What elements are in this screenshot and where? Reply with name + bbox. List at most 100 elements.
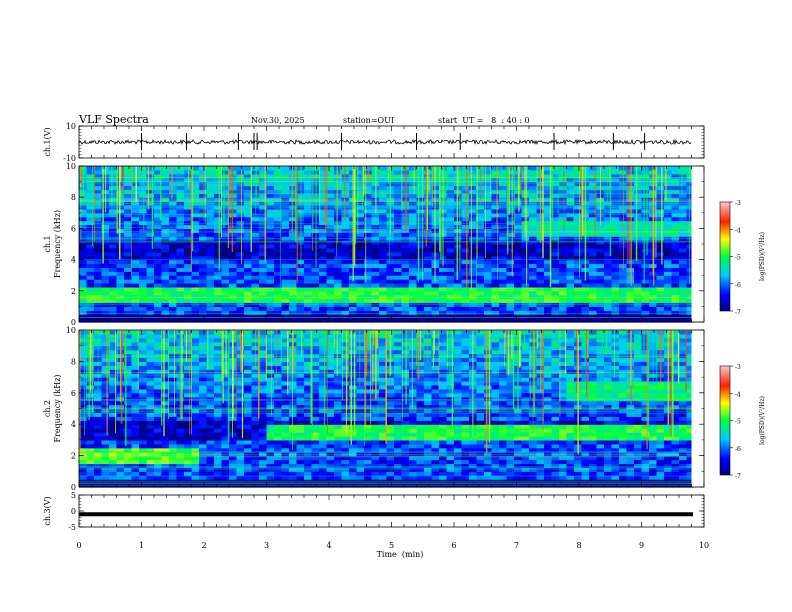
ch1-spec-cell xyxy=(386,294,395,300)
ch1-spec-cell xyxy=(529,181,538,187)
ch1-spec-cell xyxy=(641,216,650,222)
ch1-spec-cell xyxy=(386,244,395,249)
ch1-spec-cell xyxy=(146,283,155,288)
ch1-spec-cell xyxy=(469,247,478,253)
ch1-spec-cell xyxy=(296,318,305,323)
ch2-spec-cell xyxy=(109,467,118,472)
ch1-spec-cell xyxy=(416,279,425,284)
ch1-spec-cell xyxy=(311,275,320,280)
ch2-spec-cell xyxy=(244,451,253,457)
ch1-spec-cell xyxy=(319,224,328,229)
ch2-spec-cell xyxy=(161,353,170,359)
ch1-spec-cell xyxy=(499,283,508,288)
ch1-spec-cell xyxy=(461,201,470,206)
ch1-spec-cell xyxy=(154,302,163,307)
ch1-spec-cell xyxy=(394,208,403,214)
ch1-spec-cell xyxy=(686,302,695,307)
ch2-spec-cell xyxy=(214,455,223,461)
ch2-spec-cell xyxy=(304,388,313,394)
ch2-spec-cell xyxy=(221,447,230,453)
ch1-spec-cell xyxy=(161,177,170,183)
ch1-spec-cell xyxy=(116,251,125,257)
ch2-spec-cell xyxy=(259,361,268,366)
ch2-spec-cell xyxy=(199,428,208,433)
ch1-spec-cell xyxy=(379,197,388,202)
ch1-spec-cell xyxy=(169,220,178,226)
ch2-spec-cell xyxy=(281,330,290,335)
ch1-spec-cell xyxy=(86,177,95,183)
ch1-spec-cell xyxy=(559,251,568,257)
ch1-spec-cell xyxy=(274,290,283,296)
ch1-spec-cell xyxy=(544,294,553,300)
ch2-spec-cell xyxy=(154,467,163,472)
ch2-spec-cell xyxy=(79,435,88,441)
ch1-spec-cell xyxy=(176,220,185,226)
ch1-spec-cell xyxy=(326,263,335,268)
ch1-spec-cell xyxy=(679,220,688,226)
ch2-spec-cell xyxy=(199,404,208,410)
ch1-spec-cell xyxy=(221,216,230,222)
ch1-spec-cell xyxy=(139,310,148,315)
ch1-spec-cell xyxy=(349,302,358,307)
ch1-spec-cell xyxy=(409,259,418,265)
ch1-spec-cell xyxy=(289,228,298,233)
ch2-spec-cell xyxy=(199,451,208,457)
ch1-spec-cell xyxy=(491,169,500,175)
ch2-spec-cell xyxy=(259,432,268,437)
ch2-spec-cell xyxy=(266,455,275,461)
ch1-spec-cell xyxy=(484,244,493,249)
ch2-spec-cell xyxy=(221,479,230,484)
ch2-spec-cell xyxy=(206,357,215,362)
ch2-spec-cell xyxy=(146,479,155,484)
ch2-spec-cell xyxy=(109,408,118,414)
ch1-spec-cell xyxy=(454,201,463,206)
ch2-spec-cell xyxy=(79,416,88,421)
ch1-spec-cell xyxy=(401,302,410,307)
ch2-spec-cell xyxy=(154,416,163,421)
ch2-spec-cell xyxy=(206,467,215,472)
ch2-spec-cell xyxy=(236,404,245,410)
ch1-spec-cell xyxy=(634,290,643,296)
ch2-spec-cell xyxy=(154,408,163,414)
ch2-spec-cell xyxy=(244,377,253,382)
ch1-spec-cell xyxy=(559,279,568,284)
ch2-spec-cell xyxy=(214,388,223,394)
ch2-spec-cell xyxy=(169,451,178,457)
ch1-spec-cell xyxy=(304,212,313,218)
ch1-spec-cell xyxy=(641,185,650,190)
ch1-spec-cell xyxy=(401,267,410,272)
ch1-spec-cell xyxy=(131,283,140,288)
ch1-spec-cell xyxy=(574,169,583,175)
ch1-spec-cell xyxy=(124,302,133,307)
ch2-spec-cell xyxy=(266,388,275,394)
ch1-spec-cell xyxy=(566,197,575,202)
ch1-spec-cell xyxy=(161,205,170,210)
ch1-spec-cell xyxy=(109,298,118,304)
ch1-spec-cell xyxy=(476,220,485,226)
ch1-spec-cell xyxy=(679,189,688,194)
ch1-spec-cell xyxy=(364,255,373,261)
ch2-spec-cell xyxy=(131,428,140,433)
ch1-spec-cell xyxy=(161,302,170,307)
ch1-spec-cell xyxy=(116,271,125,276)
ch1-spec-cell xyxy=(86,208,95,214)
ch1-spec-cell xyxy=(86,255,95,261)
ch1-spec-cell xyxy=(551,173,560,179)
ch1-spec-cell xyxy=(394,232,403,237)
ch2-spec-cell xyxy=(139,416,148,421)
ch2-spec-cell xyxy=(199,333,208,339)
ch1-spec-cell xyxy=(401,294,410,300)
ch1-spec-cell xyxy=(619,247,628,253)
ch2-spec-cell xyxy=(131,479,140,484)
ch1-spec-cell xyxy=(334,267,343,272)
ch1-spec-cell xyxy=(236,271,245,276)
ch2-spec-cell xyxy=(94,467,103,472)
ch1-spec-cell xyxy=(274,177,283,183)
ch2-spec-cell xyxy=(259,471,268,476)
ch1-spec-cell xyxy=(566,251,575,257)
ch1-spec-cell xyxy=(499,271,508,276)
ch2-spec-cell xyxy=(296,404,305,410)
ch2-spec-cell xyxy=(244,388,253,394)
ch1-spec-cell xyxy=(251,259,260,265)
ch1-spec-cell xyxy=(251,240,260,245)
